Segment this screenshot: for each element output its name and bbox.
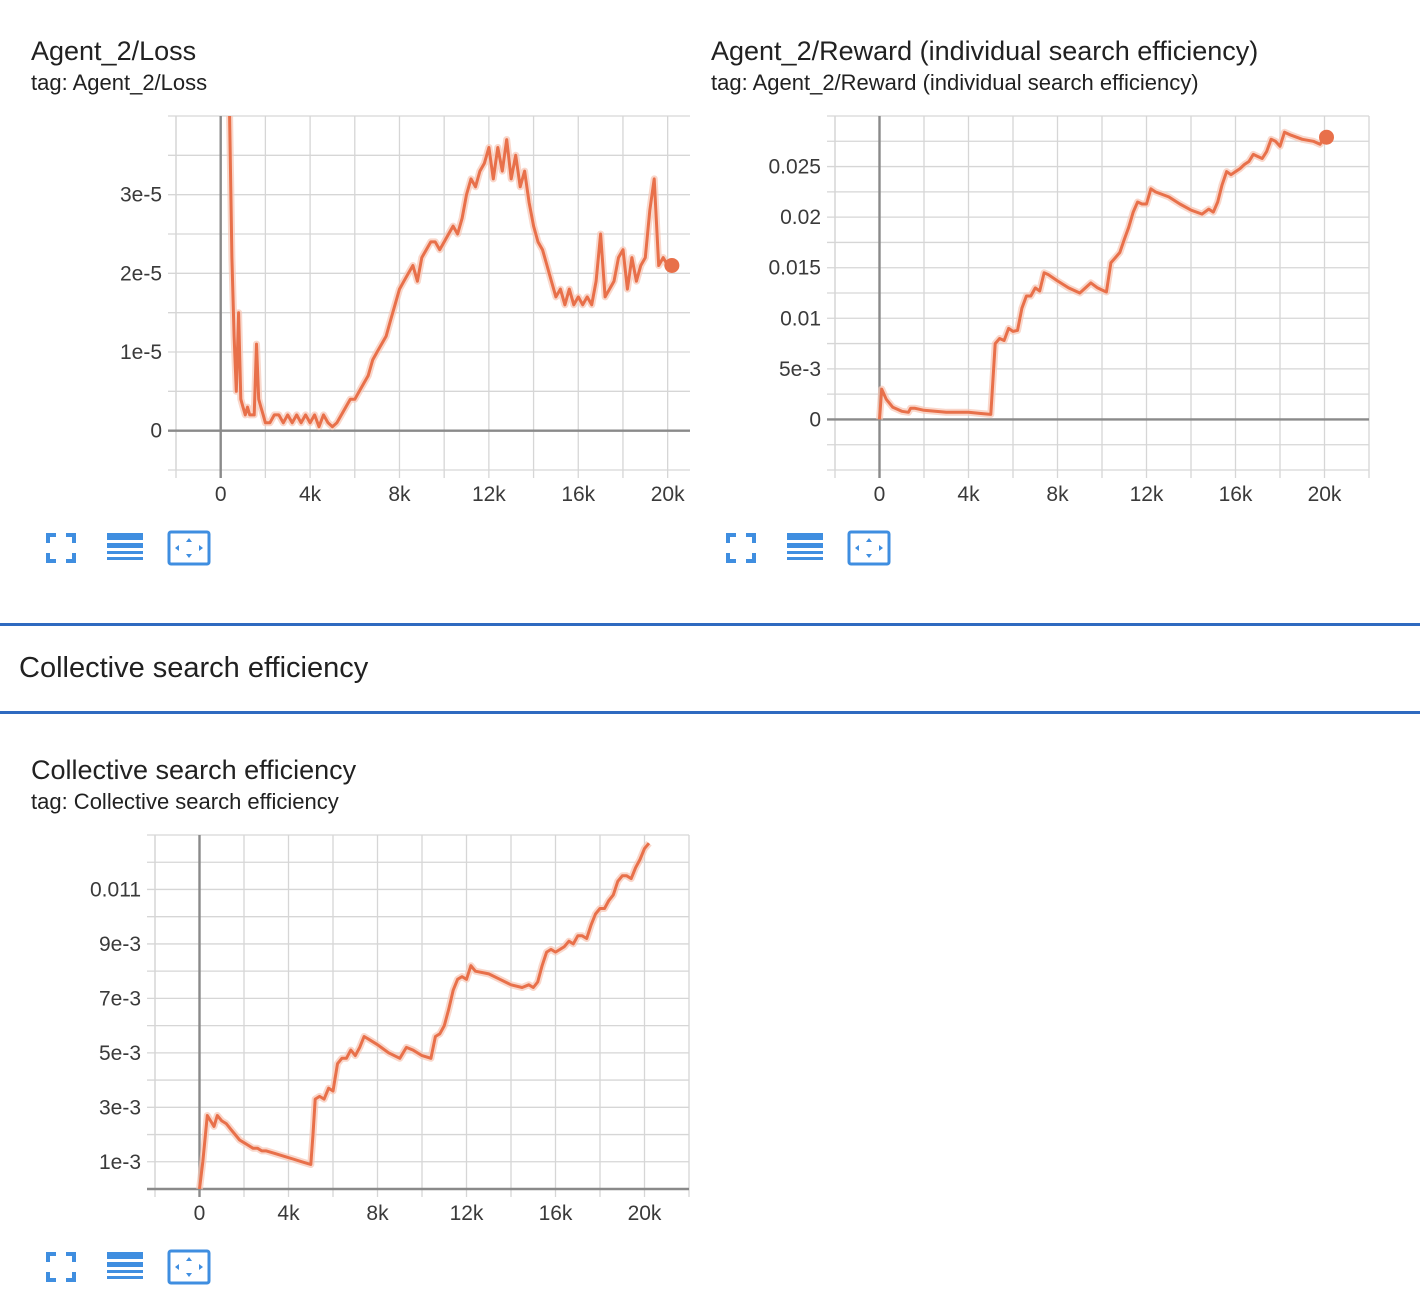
x-tick-label: 0 [194, 1202, 206, 1225]
reward-chart[interactable]: 0 5e-3 0.01 0.015 0.02 0.025 0 4k 8k 12k 16k 20k [711, 115, 1381, 506]
fit-domain-button[interactable] [167, 1247, 211, 1287]
fullscreen-button[interactable] [39, 1247, 83, 1287]
section-divider-bottom [0, 711, 1420, 714]
x-tick-label: 16k [1219, 483, 1253, 506]
data-table-button[interactable] [103, 1247, 147, 1287]
y-tick-label: 0.01 [780, 307, 821, 330]
data-table-icon [107, 533, 143, 560]
x-tick-label: 4k [277, 1202, 300, 1225]
x-tick-label: 8k [1046, 483, 1069, 506]
x-tick-label: 16k [561, 483, 595, 506]
x-tick-label: 4k [957, 483, 980, 506]
x-tick-label: 12k [472, 483, 506, 506]
y-tick-label: 1e-5 [120, 341, 162, 364]
x-tick-label: 12k [1130, 483, 1164, 506]
collective-chart[interactable]: 1e-3 3e-3 5e-3 7e-3 9e-3 0.011 0 4k 8k 12k 16k 20k [31, 834, 691, 1225]
x-tick-label: 20k [651, 483, 685, 506]
y-tick-label: 0 [809, 408, 821, 431]
series-line [198, 842, 651, 1190]
y-tick-label: 7e-3 [99, 987, 141, 1010]
series-end-marker [1319, 129, 1334, 145]
data-table-icon [787, 533, 823, 560]
y-tick-label: 9e-3 [99, 933, 141, 956]
series-line [228, 115, 670, 429]
chart-toolbar [711, 528, 911, 568]
y-tick-label: 5e-3 [99, 1042, 141, 1065]
card-tag: tag: Agent_2/Reward (individual search e… [711, 70, 1199, 95]
data-table-button[interactable] [783, 528, 827, 568]
y-tick-label: 0.011 [90, 878, 141, 901]
x-tick-label: 20k [628, 1202, 662, 1225]
section-title[interactable]: Collective search efficiency [19, 652, 369, 684]
x-tick-label: 8k [388, 483, 411, 506]
y-tick-label: 2e-5 [120, 262, 162, 285]
fit-domain-icon [167, 1249, 211, 1285]
chart-toolbar [31, 528, 231, 568]
chart-card-loss: Agent_2/Loss tag: Agent_2/Loss 0 1e-5 2e-5… [31, 36, 711, 576]
card-tag: tag: Agent_2/Loss [31, 70, 208, 95]
data-table-button[interactable] [103, 528, 147, 568]
x-tick-label: 4k [299, 483, 322, 506]
chart-card-reward: Agent_2/Reward (individual search effici… [711, 36, 1401, 576]
y-tick-label: 0.02 [780, 206, 821, 229]
fit-domain-icon [167, 530, 211, 566]
chart-toolbar [31, 1247, 231, 1287]
fullscreen-button[interactable] [719, 528, 763, 568]
card-title: Agent_2/Reward (individual search effici… [711, 36, 1259, 66]
card-title: Collective search efficiency [31, 755, 357, 785]
fullscreen-icon [726, 533, 756, 563]
data-table-icon [107, 1252, 143, 1279]
fullscreen-icon [46, 533, 76, 563]
chart-card-collective: Collective search efficiency tag: Collec… [31, 755, 711, 1295]
y-tick-label: 1e-3 [99, 1151, 141, 1174]
y-tick-label: 3e-3 [99, 1096, 141, 1119]
fit-domain-icon [847, 530, 891, 566]
fit-domain-button[interactable] [167, 528, 211, 568]
x-tick-label: 0 [874, 483, 886, 506]
fullscreen-icon [46, 1252, 76, 1282]
section-divider-top [0, 623, 1420, 626]
fullscreen-button[interactable] [39, 528, 83, 568]
loss-chart[interactable]: 0 1e-5 2e-5 3e-5 0 4k 8k 12k 16k 20k [31, 115, 691, 506]
y-tick-label: 0.015 [768, 257, 821, 280]
y-tick-label: 5e-3 [779, 358, 821, 381]
x-tick-label: 8k [366, 1202, 389, 1225]
series-line-raw [196, 840, 652, 1190]
x-tick-label: 16k [539, 1202, 573, 1225]
card-tag: tag: Collective search efficiency [31, 789, 339, 814]
series-line [878, 130, 1326, 420]
card-title: Agent_2/Loss [31, 36, 197, 66]
y-tick-label: 0.025 [768, 156, 821, 179]
y-tick-label: 0 [150, 420, 162, 443]
y-tick-label: 3e-5 [120, 184, 162, 207]
x-tick-label: 0 [215, 483, 227, 506]
series-end-marker [664, 257, 680, 273]
x-tick-label: 12k [450, 1202, 484, 1225]
fit-domain-button[interactable] [847, 528, 891, 568]
x-tick-label: 20k [1308, 483, 1342, 506]
